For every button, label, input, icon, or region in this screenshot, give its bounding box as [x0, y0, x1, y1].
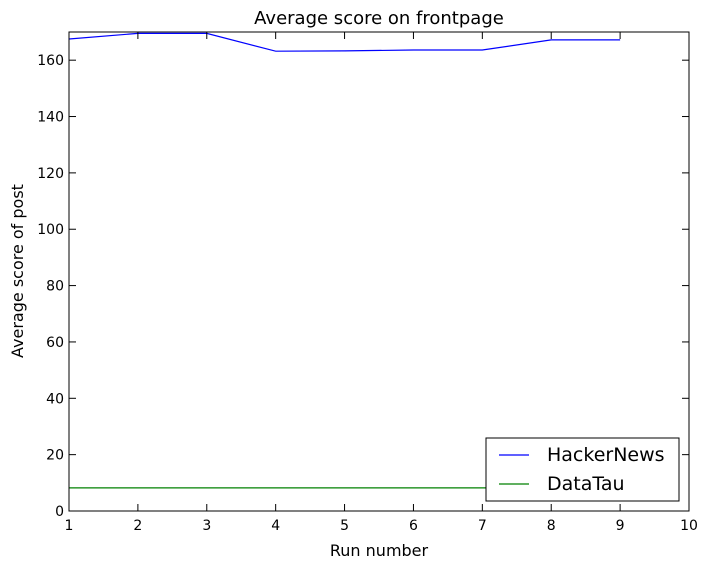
- y-tick-label: 40: [46, 391, 64, 407]
- y-tick-label: 20: [46, 448, 64, 464]
- x-tick-label: 8: [547, 518, 556, 534]
- x-tick-label: 3: [202, 518, 211, 534]
- series-line-hackernews: [69, 32, 621, 52]
- x-tick-label: 7: [478, 518, 487, 534]
- legend: HackerNews DataTau: [485, 437, 680, 502]
- plot-frame: [68, 31, 690, 512]
- y-tick-label: 100: [37, 222, 64, 238]
- legend-label-hackernews: HackerNews: [547, 444, 665, 466]
- x-tick-label: 2: [133, 518, 142, 534]
- y-axis-title: Average score of post: [8, 184, 27, 358]
- y-tick-label: 120: [37, 166, 64, 182]
- y-tick-label: 0: [55, 504, 64, 520]
- x-tick-label: 10: [680, 518, 698, 534]
- legend-box: [485, 437, 680, 502]
- x-axis-title: Run number: [330, 541, 429, 560]
- x-tick-label: 4: [271, 518, 280, 534]
- y-tick-label: 80: [46, 279, 64, 295]
- y-tick-label: 140: [37, 110, 64, 126]
- x-tick-label: 6: [409, 518, 418, 534]
- x-tick-label: 9: [616, 518, 625, 534]
- chart-title: Average score on frontpage: [254, 8, 504, 29]
- x-tick-label: 1: [65, 518, 74, 534]
- x-tick-label: 5: [340, 518, 349, 534]
- y-tick-label: 60: [46, 335, 64, 351]
- y-tick-label: 160: [37, 53, 64, 69]
- legend-label-datatau: DataTau: [547, 473, 625, 495]
